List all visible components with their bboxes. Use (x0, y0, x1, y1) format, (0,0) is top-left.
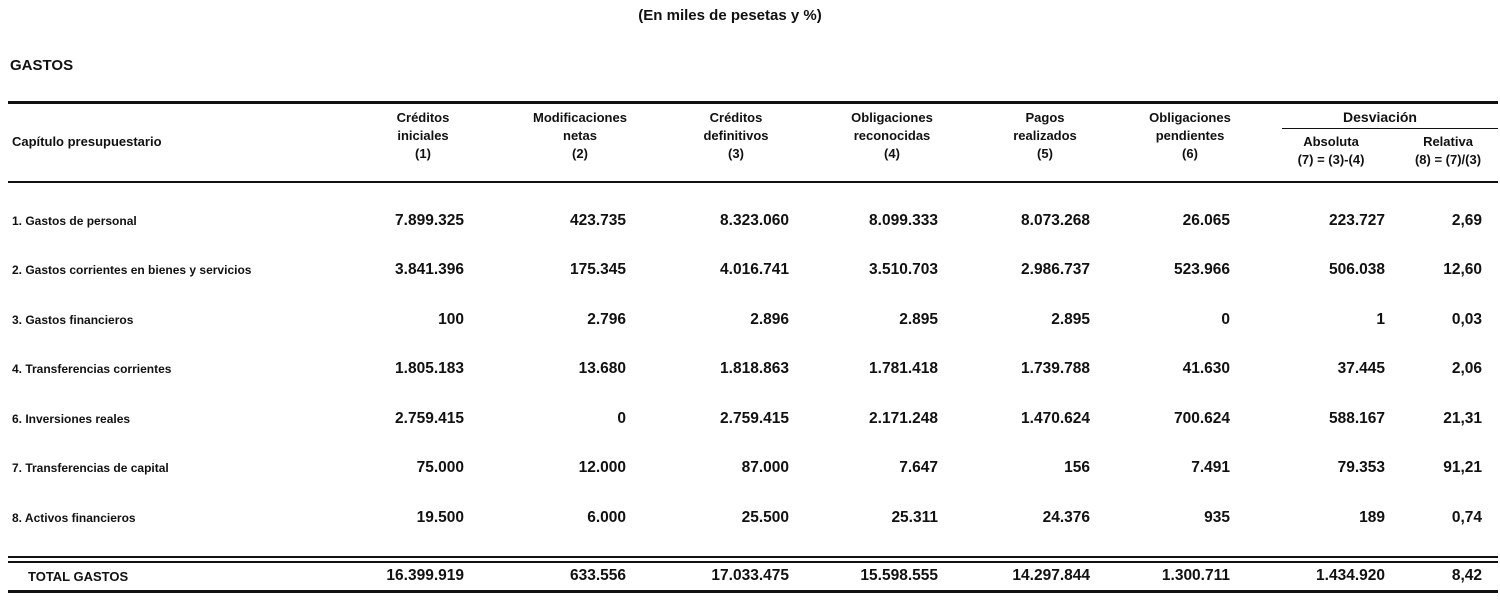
cell-modificaciones-netas: 6.000 (587, 509, 626, 526)
cell-obligaciones-pendientes: 26.065 (1182, 212, 1230, 229)
total-top-rule (8, 556, 1498, 558)
total-obligaciones-reconocidas: 15.598.555 (860, 567, 938, 584)
total-label: TOTAL GASTOS (28, 569, 129, 584)
cell-desviacion-relativa: 0,74 (1451, 509, 1482, 526)
cell-pagos-realizados: 8.073.268 (1021, 212, 1090, 229)
cell-obligaciones-pendientes: 935 (1204, 509, 1230, 526)
header-desviacion: Desviación (1343, 109, 1417, 125)
header-creditos-iniciales: Créditos iniciales (1) (396, 110, 450, 161)
cell-desviacion-absoluta: 79.353 (1337, 459, 1385, 476)
cell-creditos-definitivos: 1.818.863 (720, 360, 789, 377)
cell-creditos-definitivos: 8.323.060 (720, 212, 789, 229)
desviacion-rule (1282, 128, 1498, 129)
total-creditos-definitivos: 17.033.475 (711, 567, 789, 584)
cell-desviacion-absoluta: 588.167 (1328, 410, 1385, 427)
cell-creditos-definitivos: 2.896 (750, 311, 789, 328)
cell-obligaciones-pendientes: 41.630 (1182, 360, 1230, 377)
header-pagos-realizados: Pagos realizados (5) (1013, 110, 1077, 161)
table-row: 4. Transferencias corrientes 1.805.183 1… (0, 358, 1500, 380)
cell-creditos-definitivos: 2.759.415 (720, 410, 789, 427)
top-rule (8, 101, 1498, 104)
cell-pagos-realizados: 2.986.737 (1021, 261, 1090, 278)
row-label: 3. Gastos financieros (12, 313, 134, 327)
cell-creditos-iniciales: 100 (438, 311, 464, 328)
table-row: 1. Gastos de personal 7.899.325 423.735 … (0, 210, 1500, 232)
total-row: TOTAL GASTOS 16.399.919 633.556 17.033.4… (0, 565, 1500, 587)
cell-creditos-definitivos: 87.000 (741, 459, 789, 476)
cell-creditos-definitivos: 25.500 (741, 509, 789, 526)
cell-modificaciones-netas: 12.000 (578, 459, 626, 476)
table-row: 2. Gastos corrientes en bienes y servici… (0, 259, 1500, 281)
row-label: 8. Activos financieros (12, 511, 136, 525)
cell-obligaciones-reconocidas: 2.895 (899, 311, 938, 328)
table-row: 8. Activos financieros 19.500 6.000 25.5… (0, 507, 1500, 529)
cell-desviacion-relativa: 21,31 (1443, 410, 1482, 427)
cell-desviacion-relativa: 12,60 (1443, 261, 1482, 278)
bottom-rule (8, 590, 1498, 593)
cell-modificaciones-netas: 423.735 (569, 212, 626, 229)
cell-desviacion-absoluta: 189 (1359, 509, 1385, 526)
cell-creditos-definitivos: 4.016.741 (720, 261, 789, 278)
cell-creditos-iniciales: 1.805.183 (395, 360, 464, 377)
header-obligaciones-reconocidas: Obligaciones reconocidas (4) (851, 110, 933, 161)
total-top-rule-double (8, 561, 1498, 563)
cell-desviacion-absoluta: 37.445 (1337, 360, 1385, 377)
total-creditos-iniciales: 16.399.919 (386, 567, 464, 584)
cell-modificaciones-netas: 0 (617, 410, 626, 427)
cell-creditos-iniciales: 2.759.415 (395, 410, 464, 427)
cell-creditos-iniciales: 7.899.325 (395, 212, 464, 229)
row-label: 4. Transferencias corrientes (12, 362, 172, 376)
cell-obligaciones-pendientes: 700.624 (1173, 410, 1230, 427)
total-desviacion-absoluta: 1.434.920 (1316, 567, 1385, 584)
row-label: 2. Gastos corrientes en bienes y servici… (12, 263, 252, 277)
table-subtitle: (En miles de pesetas y %) (638, 7, 822, 24)
header-capitulo: Capítulo presupuestario (12, 134, 162, 149)
cell-modificaciones-netas: 2.796 (587, 311, 626, 328)
cell-pagos-realizados: 1.739.788 (1021, 360, 1090, 377)
total-modificaciones-netas: 633.556 (569, 567, 626, 584)
cell-desviacion-relativa: 91,21 (1443, 459, 1482, 476)
cell-desviacion-relativa: 2,69 (1451, 212, 1482, 229)
cell-obligaciones-reconocidas: 2.171.248 (869, 410, 938, 427)
header-obligaciones-pendientes: Obligaciones pendientes (6) (1149, 110, 1231, 161)
cell-obligaciones-reconocidas: 8.099.333 (869, 212, 938, 229)
table-row: 7. Transferencias de capital 75.000 12.0… (0, 457, 1500, 479)
row-label: 6. Inversiones reales (12, 412, 131, 426)
cell-creditos-iniciales: 19.500 (416, 509, 464, 526)
table-row: 3. Gastos financieros 100 2.796 2.896 2.… (0, 309, 1500, 331)
cell-pagos-realizados: 1.470.624 (1021, 410, 1090, 427)
row-label: 7. Transferencias de capital (12, 461, 169, 475)
cell-obligaciones-pendientes: 7.491 (1191, 459, 1230, 476)
cell-modificaciones-netas: 175.345 (569, 261, 626, 278)
cell-obligaciones-reconocidas: 7.647 (899, 459, 938, 476)
cell-creditos-iniciales: 75.000 (416, 459, 464, 476)
header-relativa: Relativa (8) = (7)/(3) (1414, 134, 1482, 167)
cell-pagos-realizados: 156 (1064, 459, 1090, 476)
cell-desviacion-absoluta: 223.727 (1328, 212, 1385, 229)
section-title: GASTOS (10, 57, 74, 74)
table-row: 6. Inversiones reales 2.759.415 0 2.759.… (0, 408, 1500, 430)
header-creditos-definitivos: Créditos definitivos (3) (703, 110, 769, 161)
cell-obligaciones-reconocidas: 3.510.703 (869, 261, 938, 278)
cell-obligaciones-pendientes: 523.966 (1173, 261, 1230, 278)
cell-obligaciones-pendientes: 0 (1221, 311, 1230, 328)
cell-creditos-iniciales: 3.841.396 (395, 261, 464, 278)
row-label: 1. Gastos de personal (12, 214, 137, 228)
header-bottom-rule (8, 181, 1498, 183)
total-pagos-realizados: 14.297.844 (1012, 567, 1090, 584)
cell-desviacion-relativa: 0,03 (1451, 311, 1482, 328)
cell-desviacion-absoluta: 1 (1376, 311, 1385, 328)
cell-desviacion-absoluta: 506.038 (1328, 261, 1385, 278)
header-absoluta: Absoluta (7) = (3)-(4) (1297, 134, 1365, 167)
header-modificaciones-netas: Modificaciones netas (2) (533, 110, 627, 161)
total-obligaciones-pendientes: 1.300.711 (1161, 567, 1230, 584)
cell-pagos-realizados: 2.895 (1051, 311, 1090, 328)
cell-modificaciones-netas: 13.680 (578, 360, 626, 377)
cell-pagos-realizados: 24.376 (1042, 509, 1090, 526)
cell-desviacion-relativa: 2,06 (1451, 360, 1482, 377)
cell-obligaciones-reconocidas: 1.781.418 (869, 360, 938, 377)
cell-obligaciones-reconocidas: 25.311 (891, 509, 938, 526)
total-desviacion-relativa: 8,42 (1451, 567, 1482, 584)
